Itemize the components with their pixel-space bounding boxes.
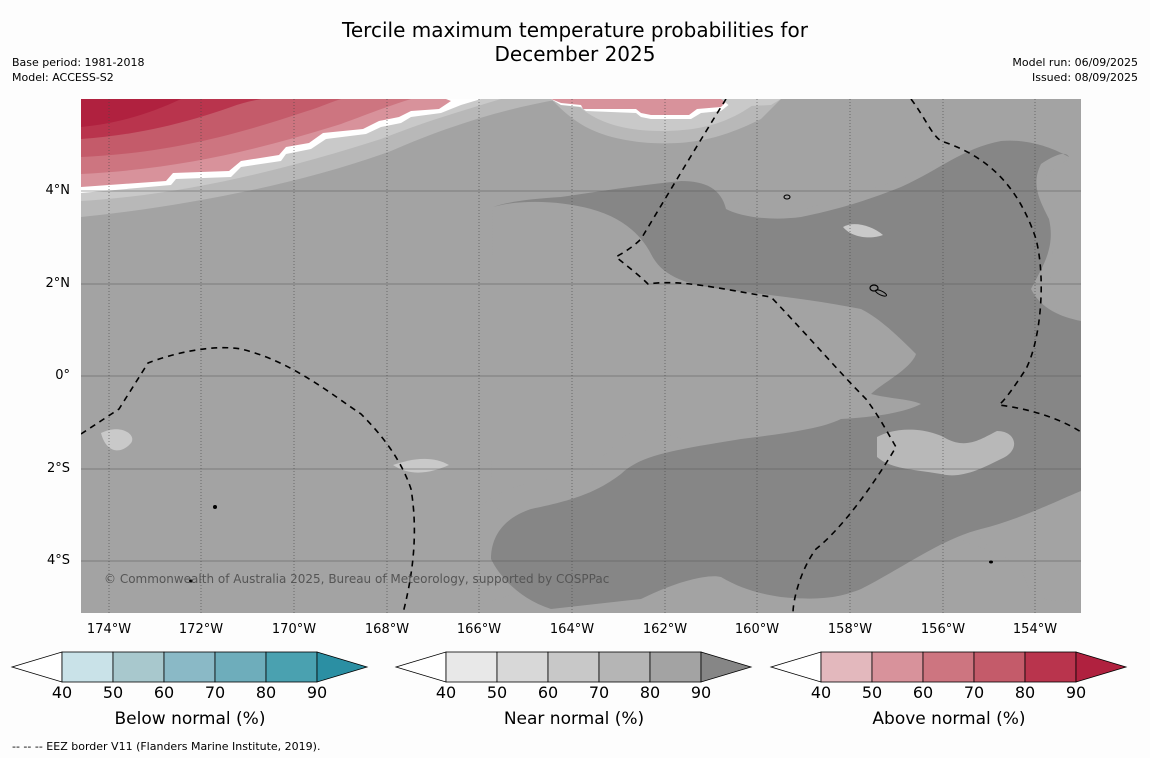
map-grid — [81, 99, 1081, 613]
legend-tick: 50 — [102, 683, 124, 702]
lat-label: 0° — [55, 368, 70, 383]
legend-extend-low — [769, 651, 822, 683]
island-marker-5 — [189, 579, 193, 583]
base-info: Base period: 1981-2018 Model: ACCESS-S2 — [12, 55, 144, 85]
legend-above-normal: Above normal (%) 40 50 60 70 80 90 — [769, 650, 1129, 740]
legend-swatch — [973, 651, 1026, 683]
copyright-notice: © Commonwealth of Australia 2025, Bureau… — [104, 572, 610, 586]
legend-below-normal: Below normal (%) 40 50 60 70 80 90 — [10, 650, 370, 740]
island-marker-3 — [783, 194, 791, 200]
above-normal-50-east — [551, 99, 729, 115]
lon-label: 154°W — [1012, 622, 1058, 637]
lon-label: 162°W — [642, 622, 688, 637]
legend-extend-low — [10, 651, 63, 683]
legend-colorbar-above — [769, 651, 1128, 683]
above-normal-90 — [81, 99, 181, 127]
lon-label: 158°W — [827, 622, 873, 637]
legend-extend-low — [394, 651, 447, 683]
island-marker-2 — [874, 289, 888, 297]
eez-border-east — [910, 99, 1081, 433]
legend-tick: 80 — [255, 683, 277, 702]
near-normal-60-patch — [843, 224, 883, 238]
lat-label: 4°S — [46, 553, 70, 568]
legend-label-below: Below normal (%) — [114, 709, 266, 729]
legend-tick: 60 — [912, 683, 934, 702]
legend-tick: 70 — [963, 683, 985, 702]
legend-extend-high — [700, 651, 753, 683]
legend-tick: 80 — [1014, 683, 1036, 702]
legend-swatch — [445, 651, 498, 683]
lon-label: 170°W — [271, 622, 317, 637]
near-normal-70-patch — [877, 429, 1015, 476]
eez-border-center — [614, 99, 897, 613]
legend-near-normal: Near normal (%) 40 50 60 70 80 90 — [394, 650, 754, 740]
model-name: Model: ACCESS-S2 — [12, 71, 114, 84]
island-marker-1 — [869, 284, 879, 292]
legend-swatch — [496, 651, 549, 683]
title-line-2: December 2025 — [494, 42, 656, 66]
near-normal-60-islet-west — [101, 429, 133, 451]
legend-extend-high — [1075, 651, 1128, 683]
legend-swatch — [112, 651, 165, 683]
legend-swatch — [163, 651, 216, 683]
legend-swatch — [61, 651, 114, 683]
legend-tick: 50 — [486, 683, 508, 702]
near-normal-patch-east — [721, 99, 781, 107]
eez-border-west — [81, 346, 416, 613]
legend-swatch — [1024, 651, 1077, 683]
lat-label: 2°S — [46, 461, 70, 476]
lat-label: 4°N — [45, 183, 71, 198]
lat-label: 2°N — [45, 276, 71, 291]
title-line-1: Tercile maximum temperature probabilitie… — [342, 18, 808, 42]
map-area[interactable] — [81, 99, 1081, 613]
base-period: Base period: 1981-2018 — [12, 56, 145, 69]
run-info: Model run: 06/09/2025 Issued: 08/09/2025 — [1012, 55, 1138, 85]
eez-footnote: -- -- -- EEZ border V11 (Flanders Marine… — [12, 740, 321, 753]
lon-label: 174°W — [86, 622, 132, 637]
issued-date: Issued: 08/09/2025 — [1031, 71, 1138, 84]
lon-label: 166°W — [456, 622, 502, 637]
map-title: Tercile maximum temperature probabilitie… — [0, 18, 1150, 66]
legend-swatch — [265, 651, 318, 683]
legend-tick: 70 — [204, 683, 226, 702]
legend-swatch — [598, 651, 651, 683]
legend-extend-high — [316, 651, 369, 683]
legend-colorbar-near — [394, 651, 753, 683]
legend-tick: 60 — [537, 683, 559, 702]
legend-swatch — [649, 651, 702, 683]
legend-swatch — [547, 651, 600, 683]
legend-swatch — [871, 651, 924, 683]
legend-swatch — [214, 651, 267, 683]
probability-map — [81, 99, 1081, 613]
legend-tick: 40 — [51, 683, 73, 702]
lon-label: 156°W — [920, 622, 966, 637]
legend-tick: 50 — [861, 683, 883, 702]
legend-label-near: Near normal (%) — [503, 709, 645, 729]
legend-tick: 90 — [690, 683, 712, 702]
island-marker-6 — [989, 560, 993, 564]
island-marker-4 — [213, 505, 217, 509]
legend-tick: 60 — [153, 683, 175, 702]
legend-label-above: Above normal (%) — [872, 709, 1026, 729]
legend-swatch — [922, 651, 975, 683]
legend-tick: 70 — [588, 683, 610, 702]
legend-swatch — [820, 651, 873, 683]
legend-tick: 40 — [435, 683, 457, 702]
lon-label: 160°W — [734, 622, 780, 637]
near-normal-90-region — [491, 140, 1081, 610]
legend-tick: 40 — [810, 683, 832, 702]
legend-tick: 90 — [306, 683, 328, 702]
lon-label: 168°W — [364, 622, 410, 637]
legend-tick: 80 — [639, 683, 661, 702]
legend-tick: 90 — [1065, 683, 1087, 702]
lon-label: 172°W — [178, 622, 224, 637]
model-run: Model run: 06/09/2025 — [1012, 56, 1138, 69]
legend-colorbar-below — [10, 651, 369, 683]
lon-label: 164°W — [549, 622, 595, 637]
